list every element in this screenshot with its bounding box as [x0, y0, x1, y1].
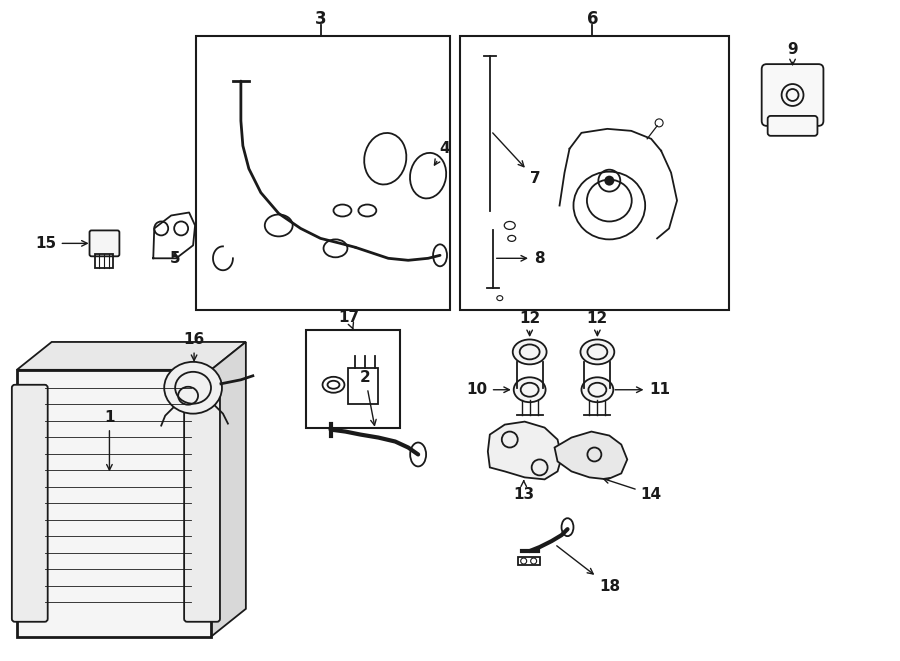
FancyBboxPatch shape: [184, 385, 220, 622]
Ellipse shape: [514, 377, 545, 402]
Ellipse shape: [164, 362, 222, 414]
Text: 1: 1: [104, 410, 114, 470]
Text: 12: 12: [587, 311, 608, 336]
Text: 17: 17: [338, 309, 359, 330]
Text: 12: 12: [519, 311, 540, 336]
Text: 9: 9: [788, 42, 798, 65]
Bar: [348, 368, 378, 404]
Text: 5: 5: [170, 251, 181, 266]
FancyBboxPatch shape: [89, 231, 120, 256]
Text: 7: 7: [492, 133, 540, 186]
Text: 3: 3: [315, 11, 327, 28]
Ellipse shape: [580, 340, 615, 364]
Bar: [306, 330, 400, 428]
Text: 16: 16: [184, 332, 204, 360]
Polygon shape: [17, 342, 246, 370]
FancyBboxPatch shape: [12, 385, 48, 622]
Bar: [196, 36, 450, 310]
Bar: [17, 370, 211, 637]
Polygon shape: [211, 342, 246, 637]
Text: 14: 14: [604, 478, 662, 502]
Polygon shape: [488, 422, 562, 479]
Bar: [460, 36, 729, 310]
Bar: [95, 254, 113, 268]
Polygon shape: [554, 432, 627, 479]
Text: 2: 2: [360, 370, 376, 425]
FancyBboxPatch shape: [768, 116, 817, 136]
Text: 10: 10: [467, 382, 509, 397]
Bar: [518, 557, 540, 565]
Ellipse shape: [513, 340, 546, 364]
Ellipse shape: [581, 377, 613, 402]
FancyBboxPatch shape: [761, 64, 824, 126]
Text: 6: 6: [587, 11, 599, 28]
Circle shape: [604, 176, 615, 186]
Text: 4: 4: [435, 141, 450, 165]
Text: 15: 15: [35, 236, 87, 251]
Text: 18: 18: [557, 546, 620, 594]
Text: 8: 8: [497, 251, 544, 266]
Text: 11: 11: [615, 382, 670, 397]
Text: 13: 13: [513, 481, 535, 502]
